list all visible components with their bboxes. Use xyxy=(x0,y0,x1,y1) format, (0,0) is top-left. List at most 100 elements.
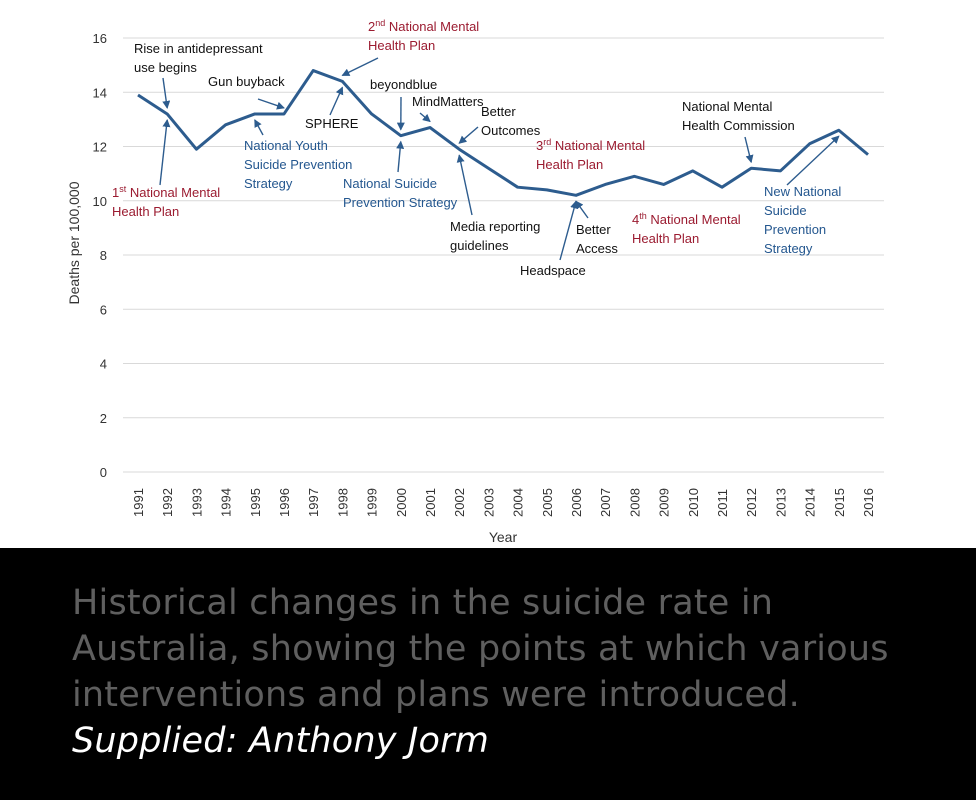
annotation-line: Access xyxy=(576,241,618,256)
y-tick-label: 0 xyxy=(100,465,107,480)
annotation-arrow xyxy=(396,140,405,173)
annotation-line: Prevention Strategy xyxy=(343,195,458,210)
x-tick-label: 2016 xyxy=(861,488,876,517)
annotation-line: Media reporting xyxy=(450,219,540,234)
annotation-arrow xyxy=(744,136,754,164)
annotation-line: Strategy xyxy=(764,241,813,256)
x-tick-label: 2001 xyxy=(423,488,438,517)
annotation-mindmatters: MindMatters xyxy=(412,94,484,109)
annotation-line: 2nd National Mental xyxy=(368,18,479,34)
annotation-arrow xyxy=(559,200,579,261)
y-tick-label: 8 xyxy=(100,248,107,263)
x-tick-label: 1991 xyxy=(131,488,146,517)
annotation-arrow xyxy=(419,112,431,123)
x-tick-label: 2014 xyxy=(803,488,818,517)
annotation-line: Outcomes xyxy=(481,123,541,138)
x-tick-label: 1992 xyxy=(160,488,175,517)
x-tick-label: 2006 xyxy=(569,488,584,517)
annotation-gun-buyback: Gun buyback xyxy=(208,74,285,89)
annotation-line: beyondblue xyxy=(370,77,437,92)
gridlines xyxy=(123,37,884,473)
series-line-suicide-rate xyxy=(137,69,869,197)
y-tick-label: 14 xyxy=(93,85,107,100)
caption-credit: Supplied: Anthony Jorm xyxy=(72,721,490,761)
x-tick-label: 2008 xyxy=(627,488,642,517)
annotations: 1st National Mental Health Plan Rise in an… xyxy=(112,18,841,278)
chart-area: 0 2 4 6 8 10 12 14 16 1991 1992 1993 1994 1995 1996 19… xyxy=(0,0,976,548)
annotation-fourth-national-mental-health-plan: 4th National Mental Health Plan xyxy=(632,211,741,246)
x-tick-label: 2012 xyxy=(744,488,759,517)
x-tick-label: 1996 xyxy=(277,488,292,517)
x-tick-label: 2011 xyxy=(715,489,730,517)
x-tick-label: 2007 xyxy=(598,488,613,517)
annotation-rise-antidepressant: Rise in antidepressant use begins xyxy=(134,41,263,75)
annotation-second-national-mental-health-plan: 2nd National Mental Health Plan xyxy=(368,18,479,53)
x-tick-label: 2010 xyxy=(686,488,701,517)
x-tick-label: 1993 xyxy=(189,488,204,517)
x-tick-label: 1999 xyxy=(365,488,380,517)
annotation-national-suicide-prevention-strategy: National Suicide Prevention Strategy xyxy=(343,176,458,210)
annotation-beyondblue: beyondblue xyxy=(370,77,437,92)
annotation-better-outcomes: Better Outcomes xyxy=(481,104,541,138)
annotation-line: Gun buyback xyxy=(208,74,285,89)
annotation-line: Health Plan xyxy=(368,38,435,53)
y-tick-label: 6 xyxy=(100,302,107,317)
x-tick-label: 1995 xyxy=(248,488,263,517)
annotation-line: National Suicide xyxy=(343,176,437,191)
annotation-headspace: Headspace xyxy=(520,263,586,278)
annotation-line: guidelines xyxy=(450,238,509,253)
annotation-sphere: SPHERE xyxy=(305,116,359,131)
annotation-line: National Mental xyxy=(682,99,772,114)
x-axis-ticks: 1991 1992 1993 1994 1995 1996 1997 1998 1999 2000… xyxy=(131,488,876,517)
annotation-arrow xyxy=(254,119,264,136)
x-tick-label: 1994 xyxy=(219,488,234,517)
x-tick-label: 2009 xyxy=(657,488,672,517)
image-caption: Historical changes in the suicide rate i… xyxy=(72,580,952,764)
x-axis-title: Year xyxy=(489,529,518,545)
x-tick-label: 2015 xyxy=(832,488,847,517)
y-tick-label: 16 xyxy=(93,31,107,46)
annotation-line: Headspace xyxy=(520,263,586,278)
annotation-line: 3rd National Mental xyxy=(536,137,645,153)
x-tick-label: 1997 xyxy=(306,488,321,517)
annotation-line: Strategy xyxy=(244,176,293,191)
annotation-line: National Youth xyxy=(244,138,328,153)
annotation-better-access: Better Access xyxy=(576,222,618,256)
annotation-line: Better xyxy=(576,222,611,237)
annotation-line: MindMatters xyxy=(412,94,484,109)
annotation-line: Prevention xyxy=(764,222,826,237)
annotation-line: Suicide Prevention xyxy=(244,157,352,172)
annotation-arrow xyxy=(458,126,479,144)
annotation-arrow xyxy=(257,98,285,110)
annotation-line: Better xyxy=(481,104,516,119)
annotation-line: Rise in antidepressant xyxy=(134,41,263,56)
x-tick-label: 2005 xyxy=(540,488,555,517)
caption-text: Historical changes in the suicide rate i… xyxy=(72,583,889,715)
annotation-third-national-mental-health-plan: 3rd National Mental Health Plan xyxy=(536,137,645,172)
annotation-line: Health Plan xyxy=(632,231,699,246)
annotation-line: use begins xyxy=(134,60,197,75)
annotation-line: 1st National Mental xyxy=(112,184,220,200)
annotation-line: New National xyxy=(764,184,841,199)
x-tick-label: 2003 xyxy=(481,488,496,517)
x-tick-label: 1998 xyxy=(335,488,350,517)
annotation-arrows xyxy=(159,57,840,261)
annotation-arrow xyxy=(786,135,840,186)
annotation-line: Health Plan xyxy=(536,157,603,172)
annotation-line: 4th National Mental xyxy=(632,211,741,227)
x-tick-label: 2002 xyxy=(452,488,467,517)
annotation-new-national-suicide-prevention-strategy: New National Suicide Prevention Strategy xyxy=(764,184,841,256)
y-axis-title: Deaths per 100,000 xyxy=(66,181,82,304)
annotation-line: Suicide xyxy=(764,203,807,218)
y-tick-label: 4 xyxy=(100,357,107,372)
y-tick-label: 2 xyxy=(100,411,107,426)
annotation-arrow xyxy=(159,118,171,186)
y-axis-ticks: 0 2 4 6 8 10 12 14 16 xyxy=(93,31,107,480)
x-tick-label: 2013 xyxy=(773,488,788,517)
annotation-national-mental-health-commission: National Mental Health Commission xyxy=(682,99,795,133)
annotation-national-youth-suicide-prevention: National Youth Suicide Prevention Strategy xyxy=(244,138,352,191)
x-tick-label: 2000 xyxy=(394,488,409,517)
annotation-line: Health Plan xyxy=(112,204,179,219)
y-tick-label: 10 xyxy=(93,194,107,209)
